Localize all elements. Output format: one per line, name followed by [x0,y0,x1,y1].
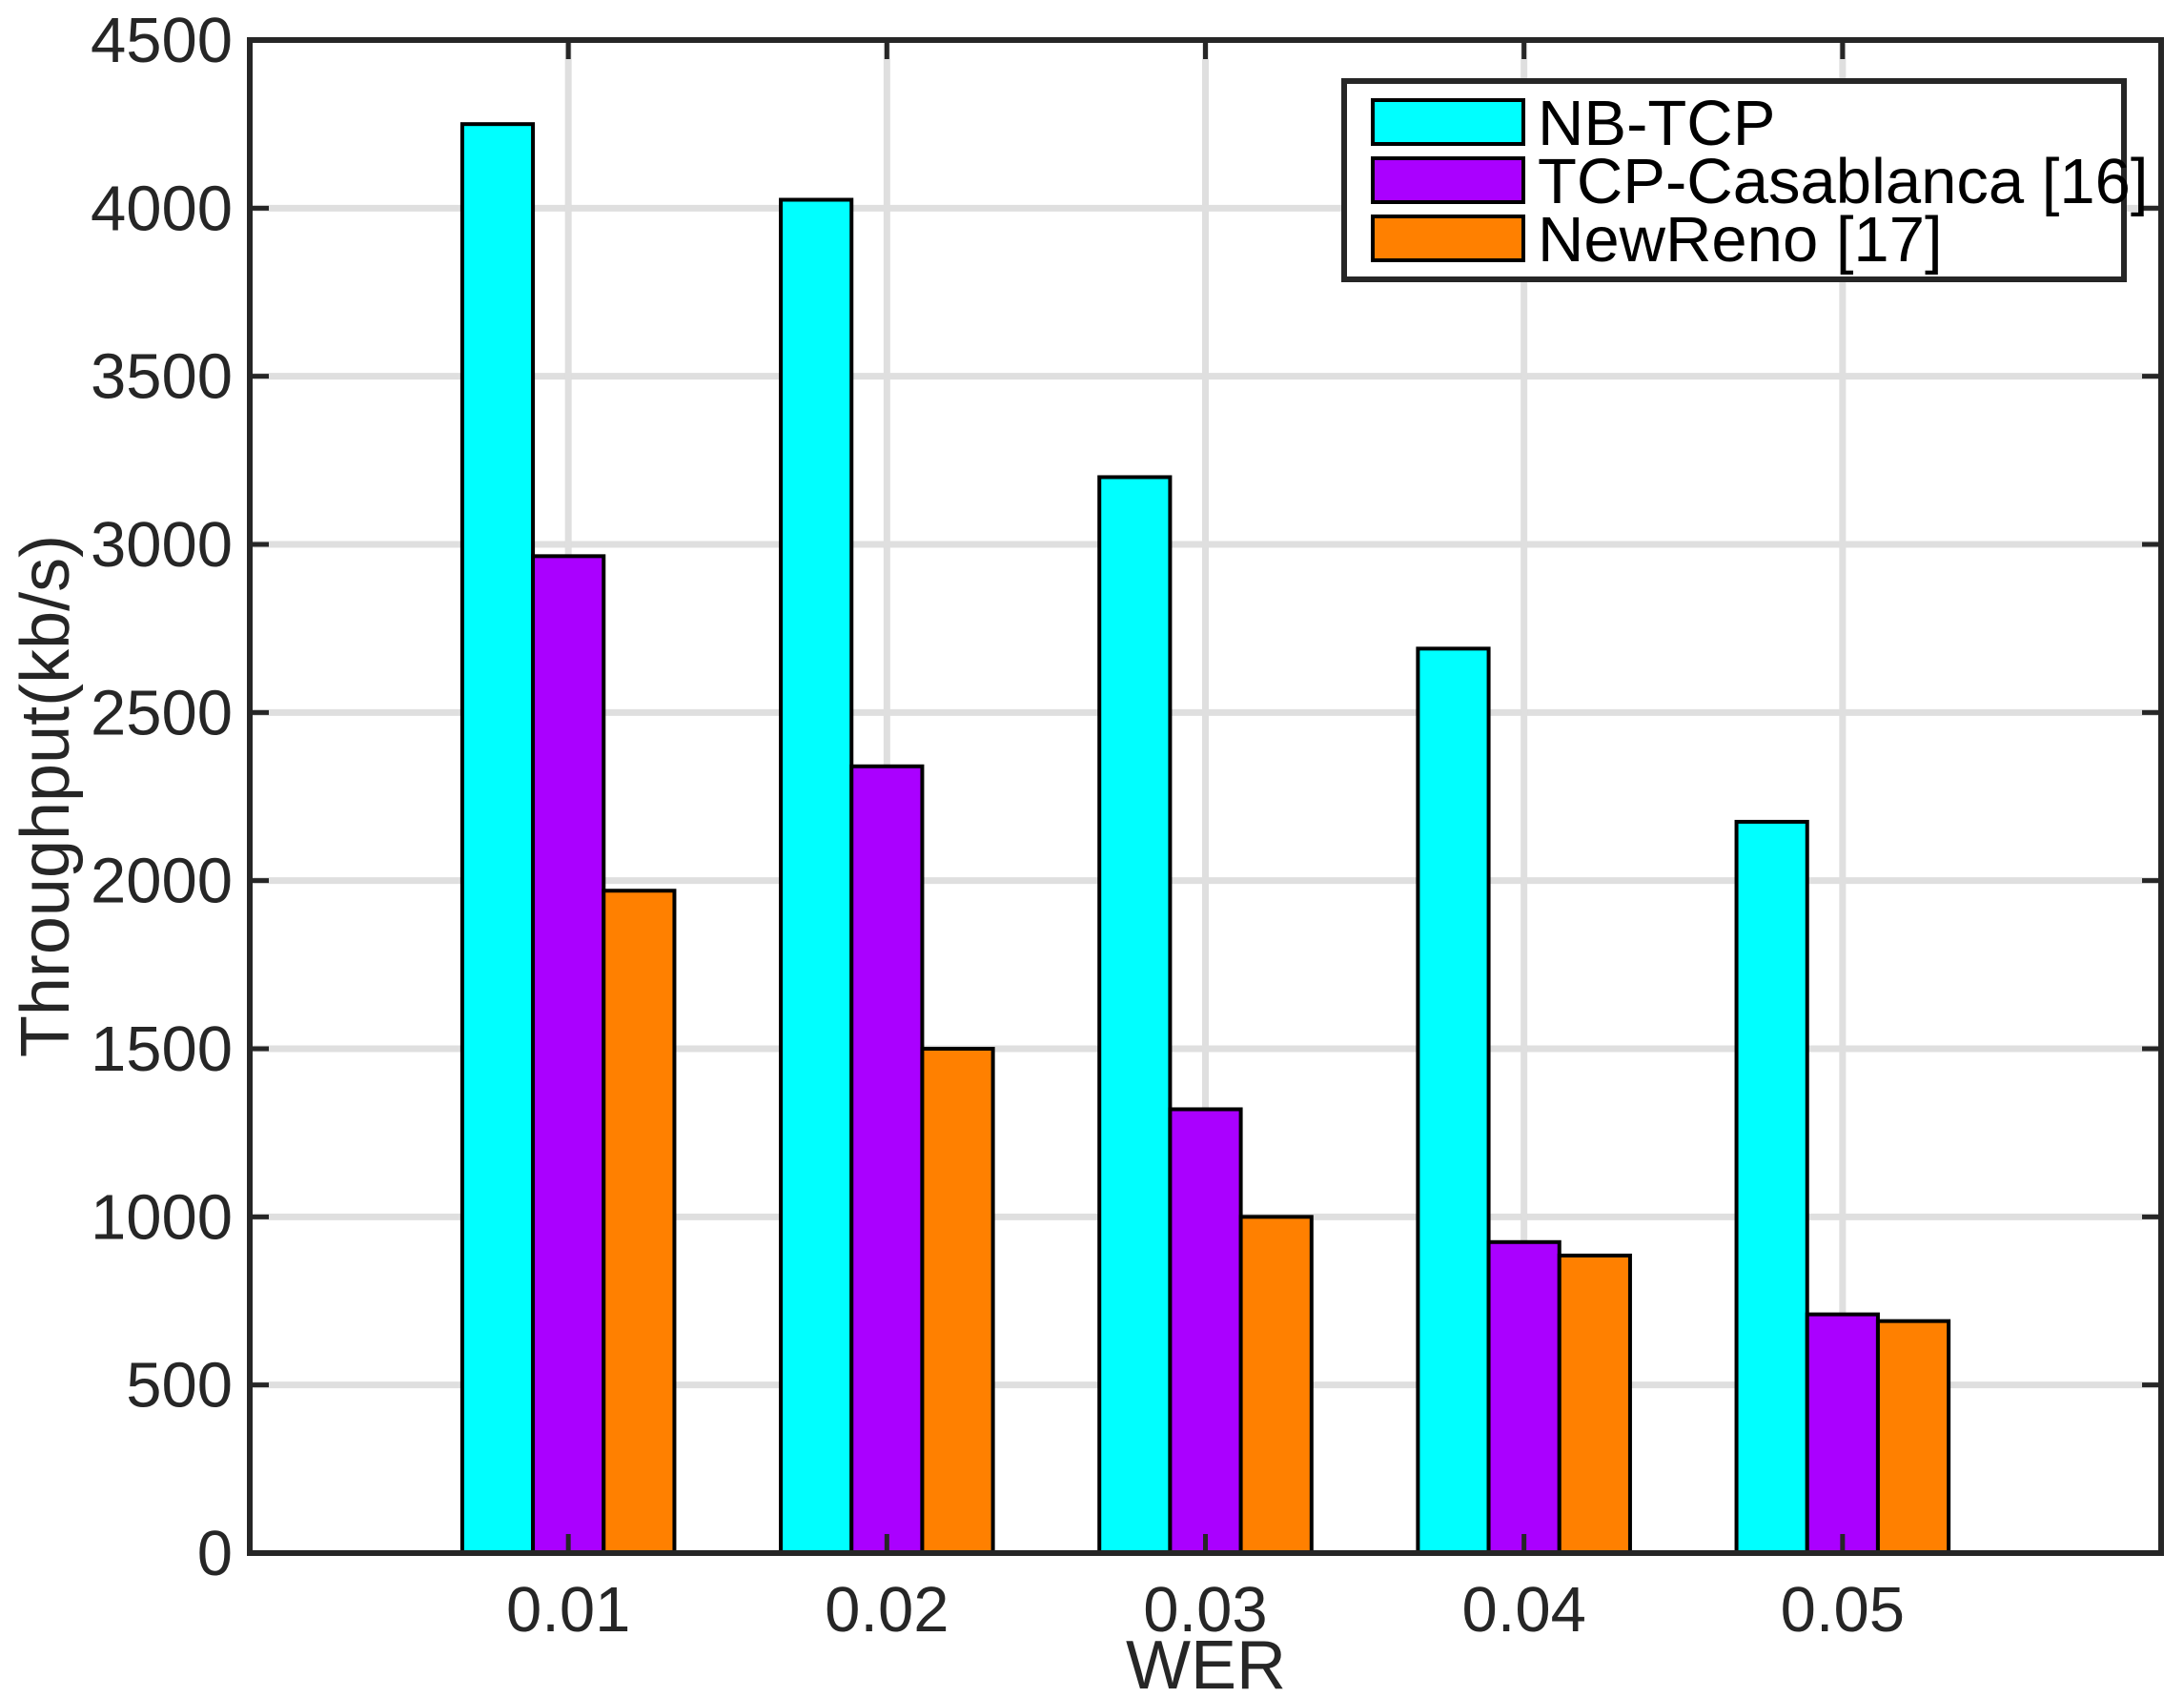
legend-swatch [1371,98,1525,146]
bar-tcp-casablanca-16-0-03 [1168,1107,1243,1555]
y-tick-label: 3500 [91,341,233,413]
x-tick-label: 0.02 [825,1574,949,1646]
y-tick-label: 4500 [91,5,233,76]
y-tick-label: 500 [126,1350,233,1422]
x-axis-title: WER [1126,1627,1286,1698]
bar-nb-tcp-0-05 [1734,819,1809,1555]
bar-newreno-17-0-04 [1557,1253,1632,1555]
x-tick-labels: 0.01 0.02 0.03 0.04 0.05 [506,1574,1905,1646]
y-tick-label: 1000 [91,1181,233,1253]
y-tick-label: 2500 [91,677,233,748]
legend-label: NB-TCP [1538,88,1775,159]
bars [459,122,1951,1556]
bar-nb-tcp-0-03 [1097,475,1173,1555]
x-tick-label: 0.03 [1143,1574,1267,1646]
legend-swatch [1371,215,1525,262]
y-tick-label: 1500 [91,1013,233,1085]
bar-tcp-casablanca-16-0-02 [849,764,925,1555]
bar-nb-tcp-0-01 [459,122,536,1556]
bar-nb-tcp-0-02 [779,197,854,1555]
bar-newreno-17-0-05 [1875,1319,1951,1556]
x-tick-label: 0.05 [1781,1574,1905,1646]
y-tick-label: 4000 [91,173,233,244]
y-tick-label: 3000 [91,509,233,581]
legend-label: TCP-Casablanca [16] [1538,146,2149,217]
legend-label: NewReno [17] [1538,204,1943,276]
x-tick-label: 0.01 [506,1574,630,1646]
bar-tcp-casablanca-16-0-01 [531,554,606,1555]
y-tick-labels: 0 500 1000 1500 2000 2500 3000 3500 4000 4500 [91,5,233,1589]
bar-newreno-17-0-01 [602,889,677,1555]
bar-nb-tcp-0-04 [1416,646,1491,1555]
bar-newreno-17-0-03 [1238,1215,1314,1556]
legend-swatch [1371,156,1525,204]
y-axis-title: Throughput(kb/s) [8,535,84,1057]
x-tick-label: 0.04 [1461,1574,1585,1646]
y-tick-label: 0 [197,1518,233,1589]
bar-tcp-casablanca-16-0-04 [1486,1239,1561,1555]
bar-tcp-casablanca-16-0-05 [1805,1312,1880,1556]
y-tick-label: 2000 [91,846,233,917]
axis-ticks [250,37,2161,1556]
bar-newreno-17-0-02 [920,1047,995,1555]
